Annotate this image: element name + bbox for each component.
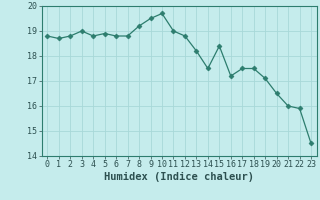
X-axis label: Humidex (Indice chaleur): Humidex (Indice chaleur) (104, 172, 254, 182)
